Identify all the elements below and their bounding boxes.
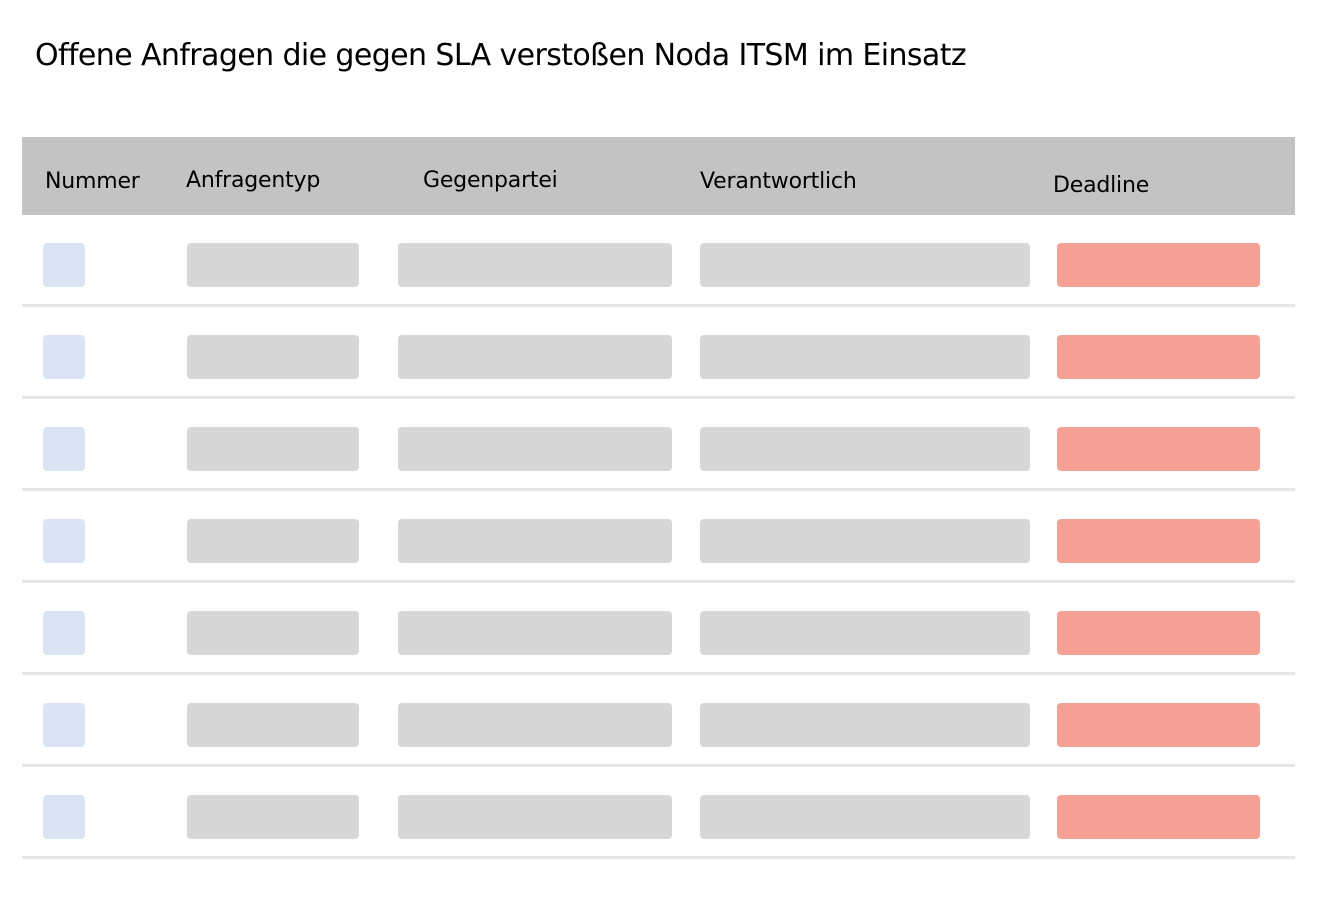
table-row[interactable] [22,399,1295,491]
table-header: Nummer Anfragentyp Gegenpartei Verantwor… [22,137,1295,215]
anfragentyp-placeholder [187,795,359,839]
deadline-overdue-placeholder [1057,519,1260,563]
column-header-deadline[interactable]: Deadline [1053,173,1150,198]
table-row[interactable] [22,307,1295,399]
table-row[interactable] [22,767,1295,859]
table-row[interactable] [22,491,1295,583]
verantwortlich-placeholder [700,335,1030,379]
deadline-overdue-placeholder [1057,427,1260,471]
gegenpartei-placeholder [398,427,672,471]
deadline-overdue-placeholder [1057,703,1260,747]
column-header-verantwortlich[interactable]: Verantwortlich [700,169,857,194]
gegenpartei-placeholder [398,795,672,839]
sla-violations-table: Nummer Anfragentyp Gegenpartei Verantwor… [22,137,1295,859]
nummer-placeholder [43,795,85,839]
deadline-overdue-placeholder [1057,243,1260,287]
nummer-placeholder [43,703,85,747]
table-row[interactable] [22,583,1295,675]
deadline-overdue-placeholder [1057,611,1260,655]
verantwortlich-placeholder [700,519,1030,563]
verantwortlich-placeholder [700,243,1030,287]
table-row[interactable] [22,215,1295,307]
gegenpartei-placeholder [398,335,672,379]
gegenpartei-placeholder [398,611,672,655]
table-body [22,215,1295,859]
nummer-placeholder [43,611,85,655]
verantwortlich-placeholder [700,427,1030,471]
anfragentyp-placeholder [187,427,359,471]
anfragentyp-placeholder [187,243,359,287]
anfragentyp-placeholder [187,519,359,563]
anfragentyp-placeholder [187,335,359,379]
gegenpartei-placeholder [398,703,672,747]
verantwortlich-placeholder [700,795,1030,839]
column-header-anfragentyp[interactable]: Anfragentyp [186,168,321,193]
anfragentyp-placeholder [187,703,359,747]
table-row[interactable] [22,675,1295,767]
nummer-placeholder [43,519,85,563]
gegenpartei-placeholder [398,243,672,287]
deadline-overdue-placeholder [1057,795,1260,839]
anfragentyp-placeholder [187,611,359,655]
nummer-placeholder [43,243,85,287]
gegenpartei-placeholder [398,519,672,563]
nummer-placeholder [43,335,85,379]
column-header-nummer[interactable]: Nummer [45,169,140,194]
column-header-gegenpartei[interactable]: Gegenpartei [423,168,558,193]
verantwortlich-placeholder [700,611,1030,655]
verantwortlich-placeholder [700,703,1030,747]
page-title: Offene Anfragen die gegen SLA verstoßen … [35,38,967,73]
deadline-overdue-placeholder [1057,335,1260,379]
nummer-placeholder [43,427,85,471]
